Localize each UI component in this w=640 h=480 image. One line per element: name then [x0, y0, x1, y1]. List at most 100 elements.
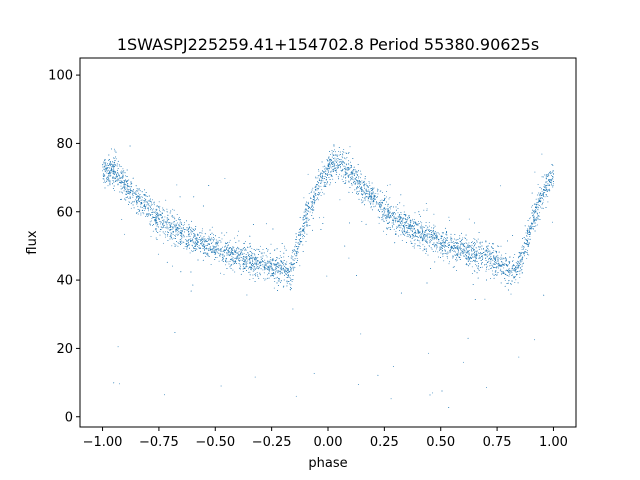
scatter-point — [318, 182, 320, 183]
scatter-point — [388, 227, 390, 229]
scatter-point — [279, 272, 281, 274]
scatter-point — [350, 161, 351, 163]
scatter-point — [144, 206, 146, 207]
scatter-point — [313, 209, 315, 211]
scatter-point — [508, 268, 510, 270]
scatter-point — [194, 237, 196, 239]
scatter-point — [436, 241, 438, 243]
scatter-point — [283, 256, 285, 258]
scatter-point — [357, 194, 359, 196]
scatter-point — [419, 245, 421, 247]
scatter-point — [228, 246, 230, 248]
scatter-point — [432, 244, 434, 246]
scatter-point — [543, 184, 545, 186]
scatter-point — [500, 256, 502, 258]
scatter-point — [355, 182, 357, 184]
scatter-point — [219, 253, 221, 255]
scatter-point — [407, 216, 409, 218]
scatter-point — [191, 227, 192, 229]
scatter-point — [310, 192, 312, 194]
scatter-point — [130, 186, 132, 188]
scatter-point — [274, 281, 276, 282]
scatter-point — [258, 266, 260, 268]
scatter-point — [361, 180, 363, 182]
scatter-point — [461, 251, 463, 253]
scatter-point — [107, 185, 109, 187]
scatter-point — [165, 222, 167, 224]
scatter-point — [327, 175, 329, 176]
scatter-point — [305, 208, 307, 210]
scatter-point — [338, 178, 340, 180]
scatter-point — [226, 242, 228, 244]
scatter-point — [545, 188, 547, 190]
scatter-point — [420, 224, 422, 226]
scatter-point — [160, 213, 161, 215]
scatter-point — [331, 161, 333, 163]
scatter-point — [157, 222, 159, 224]
scatter-point — [401, 216, 403, 218]
scatter-point — [527, 253, 528, 255]
scatter-point — [135, 193, 137, 195]
scatter-point — [290, 280, 292, 281]
scatter-point — [419, 231, 421, 233]
scatter-point — [320, 182, 322, 184]
scatter-point — [400, 221, 402, 223]
scatter-point — [337, 163, 339, 165]
scatter-point — [512, 277, 514, 279]
scatter-point — [172, 208, 174, 210]
scatter-point — [133, 192, 135, 194]
scatter-point — [422, 232, 423, 234]
scatter-point — [114, 160, 116, 161]
scatter-point — [312, 212, 313, 214]
scatter-point — [123, 182, 125, 184]
scatter-point — [174, 226, 176, 228]
scatter-point — [174, 238, 176, 239]
scatter-point — [496, 266, 498, 268]
scatter-point — [468, 218, 470, 220]
scatter-point — [369, 193, 371, 195]
scatter-point — [542, 207, 544, 209]
scatter-point — [434, 235, 436, 236]
scatter-point — [170, 225, 172, 227]
scatter-point — [507, 264, 509, 266]
scatter-point — [333, 170, 335, 171]
scatter-point — [216, 250, 218, 252]
scatter-point — [450, 236, 452, 238]
scatter-point — [228, 241, 230, 243]
scatter-point — [470, 260, 472, 262]
scatter-point — [403, 222, 405, 224]
scatter-point — [239, 266, 241, 268]
scatter-point — [381, 211, 383, 213]
scatter-point — [521, 272, 523, 274]
scatter-point — [312, 208, 314, 210]
scatter-point — [115, 173, 117, 175]
scatter-point — [233, 246, 235, 248]
scatter-point — [550, 172, 552, 174]
scatter-point — [403, 225, 405, 227]
scatter-point — [534, 208, 536, 210]
scatter-point — [259, 265, 261, 267]
scatter-point — [182, 241, 184, 243]
scatter-point — [249, 279, 251, 280]
scatter-point — [448, 242, 450, 244]
scatter-point — [303, 229, 305, 231]
scatter-point — [244, 268, 246, 269]
scatter-point — [184, 246, 186, 248]
scatter-point — [271, 262, 272, 264]
scatter-point — [303, 230, 305, 231]
scatter-point — [345, 152, 347, 154]
scatter-point — [232, 257, 234, 259]
scatter-point — [158, 208, 160, 210]
scatter-point — [299, 243, 301, 245]
scatter-point — [175, 233, 177, 235]
scatter-point — [302, 244, 304, 246]
scatter-point — [473, 253, 475, 255]
scatter-point — [166, 224, 168, 226]
scatter-point — [238, 248, 240, 250]
scatter-point — [238, 259, 240, 261]
scatter-point — [475, 261, 476, 263]
scatter-point — [371, 190, 373, 192]
scatter-point — [445, 240, 446, 242]
scatter-point — [114, 157, 116, 159]
scatter-point — [321, 179, 323, 181]
